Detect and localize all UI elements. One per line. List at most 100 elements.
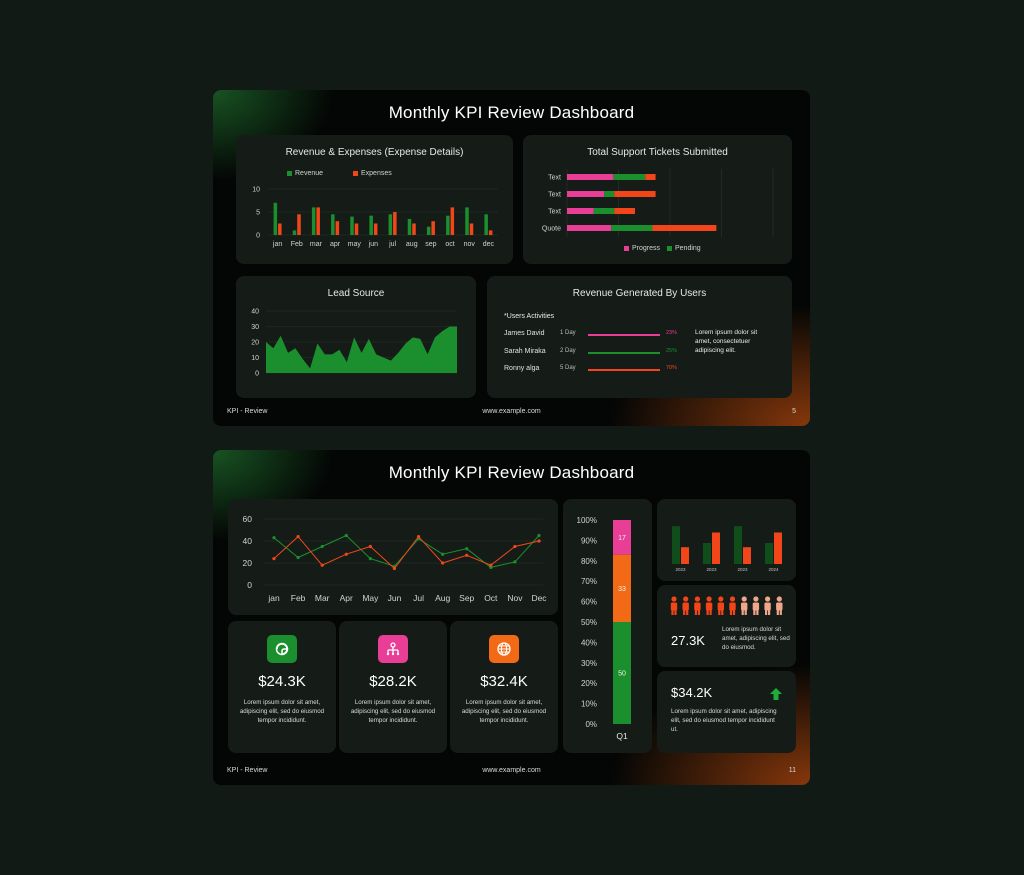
revenue-users-title: Revenue Generated By Users [572, 288, 707, 299]
stack-label: 17 [618, 535, 626, 542]
bar-revenue [388, 214, 393, 235]
y-tick-label: 90% [581, 536, 597, 545]
summary-description: Lorem ipsum dolor sit amet, adipiscing e… [671, 708, 777, 733]
y-tick-label: 10% [581, 700, 597, 709]
person-icon [671, 609, 674, 615]
series-point [465, 547, 469, 551]
q1-stack-card: 0% 10% 20% 30% 40% 50% 60% 70% 80% 90% 100% 50 33 17 Q… [563, 499, 652, 753]
bar-revenue [446, 215, 450, 235]
person-icon [741, 609, 744, 615]
revenue-expenses-title: Revenue & Expenses (Expense Details) [285, 147, 464, 158]
x-tick-label: dec [483, 241, 495, 248]
kpi-description: Lorem ipsum dolor sit amet, adipiscing e… [350, 699, 436, 724]
bar-expenses [335, 221, 340, 235]
ticket-bar [593, 208, 615, 214]
kpi-card-1: $24.3K Lorem ipsum dolor sit amet, adipi… [228, 621, 336, 753]
person-icon [670, 602, 678, 611]
x-tick-label: may [348, 241, 362, 248]
person-icon [741, 596, 747, 602]
x-tick-label: Dec [531, 593, 547, 603]
stack-label: 33 [618, 586, 626, 593]
legend-swatch-revenue [287, 171, 292, 176]
series-point [537, 539, 541, 543]
footer-label: KPI - Review [227, 408, 268, 415]
x-tick-label: Feb [291, 593, 306, 603]
person-icon [674, 609, 677, 615]
bar-revenue [350, 216, 354, 235]
series-line [273, 535, 540, 570]
person-icon [776, 609, 779, 615]
slide-kpi-review-5: Monthly KPI Review Dashboard Revenue & E… [213, 90, 810, 426]
person-icon [694, 596, 700, 602]
user-progress-bar [588, 334, 660, 336]
monthly-line-chart: 0 20 40 60 jan Feb Mar Apr May Jun Jul Aug Sep Oct Nov… [243, 514, 548, 603]
y-tick-label: 100% [577, 516, 597, 525]
person-icon [686, 609, 689, 615]
person-icon [765, 596, 771, 602]
y-tick-label: 80% [581, 557, 597, 566]
bar-expenses [393, 212, 397, 235]
kpi-card-2: $28.2K Lorem ipsum dolor sit amet, adipi… [339, 621, 447, 753]
legend-progress: Progress [624, 245, 660, 252]
series-point [465, 553, 469, 557]
x-tick-label: Apr [340, 593, 353, 603]
y-tick-label: 20 [251, 340, 259, 347]
series-point [368, 557, 372, 561]
ticket-bar [613, 174, 646, 180]
person-icon [706, 596, 712, 602]
footer-url[interactable]: www.example.com [482, 767, 541, 774]
user-name: James David [504, 330, 545, 337]
monthly-line-card: 0 20 40 60 jan Feb Mar Apr May Jun Jul Aug Sep Oct Nov… [228, 499, 558, 615]
bar-revenue [311, 207, 316, 235]
bar-year-b [681, 547, 689, 564]
person-icon [718, 596, 724, 602]
bar-revenue [273, 202, 278, 235]
y-tick-label: 10 [252, 187, 260, 194]
category-label: Text [548, 192, 561, 199]
category-label: Text [548, 209, 561, 216]
lead-source-title: Lead Source [327, 288, 385, 299]
legend-expenses: Expenses [353, 170, 392, 177]
series-point [441, 561, 445, 565]
bar-revenue [292, 230, 297, 235]
person-icon [729, 596, 736, 602]
footer-label: KPI - Review [227, 767, 268, 774]
y-tick-label: 70% [581, 577, 597, 586]
footer-url[interactable]: www.example.com [482, 408, 541, 415]
kpi-value: $24.3K [258, 673, 306, 690]
person-icon [683, 596, 689, 602]
arrow-up-icon [770, 688, 782, 700]
series-point [537, 533, 541, 538]
x-tick-label: 2023 [737, 567, 748, 572]
slide-title: Monthly KPI Review Dashboard [388, 103, 635, 122]
x-tick-label: Sep [459, 593, 474, 603]
stack-segment [613, 554, 631, 622]
ticket-bar [567, 225, 612, 231]
page-number: 5 [792, 408, 796, 415]
y-tick-label: 10 [251, 355, 259, 362]
kpi-description: Lorem ipsum dolor sit amet, adipiscing e… [461, 699, 547, 724]
user-row-2: Sarah Miraka 2 Day 25% [504, 347, 677, 359]
y-tick-label: 40 [243, 536, 253, 546]
series-point [513, 560, 517, 564]
sticker-icon [267, 635, 297, 663]
people-value: 27.3K [671, 633, 705, 648]
user-row-1: James David 1 Day 23% [504, 329, 677, 341]
kpi-card-3: $32.4K Lorem ipsum dolor sit amet, adipi… [450, 621, 558, 753]
y-tick-label: 30% [581, 659, 597, 668]
support-tickets-card: Total Support Tickets Submitted Text Text… [523, 135, 792, 264]
person-icon [709, 609, 712, 615]
bar-expenses [412, 223, 416, 235]
y-tick-label: 60 [243, 514, 253, 524]
slide-title: Monthly KPI Review Dashboard [388, 463, 635, 482]
network-icon [378, 635, 408, 663]
x-tick-label: 2023 [675, 567, 686, 572]
series-point [513, 544, 517, 549]
x-tick-label: Aug [435, 593, 450, 603]
x-tick-label: Nov [507, 593, 523, 603]
x-tick-label: jun [368, 241, 378, 248]
x-tick-label: oct [445, 241, 454, 248]
kpi-value: $28.2K [369, 673, 417, 690]
y-tick-label: 0% [585, 720, 597, 729]
series-point [441, 552, 445, 556]
